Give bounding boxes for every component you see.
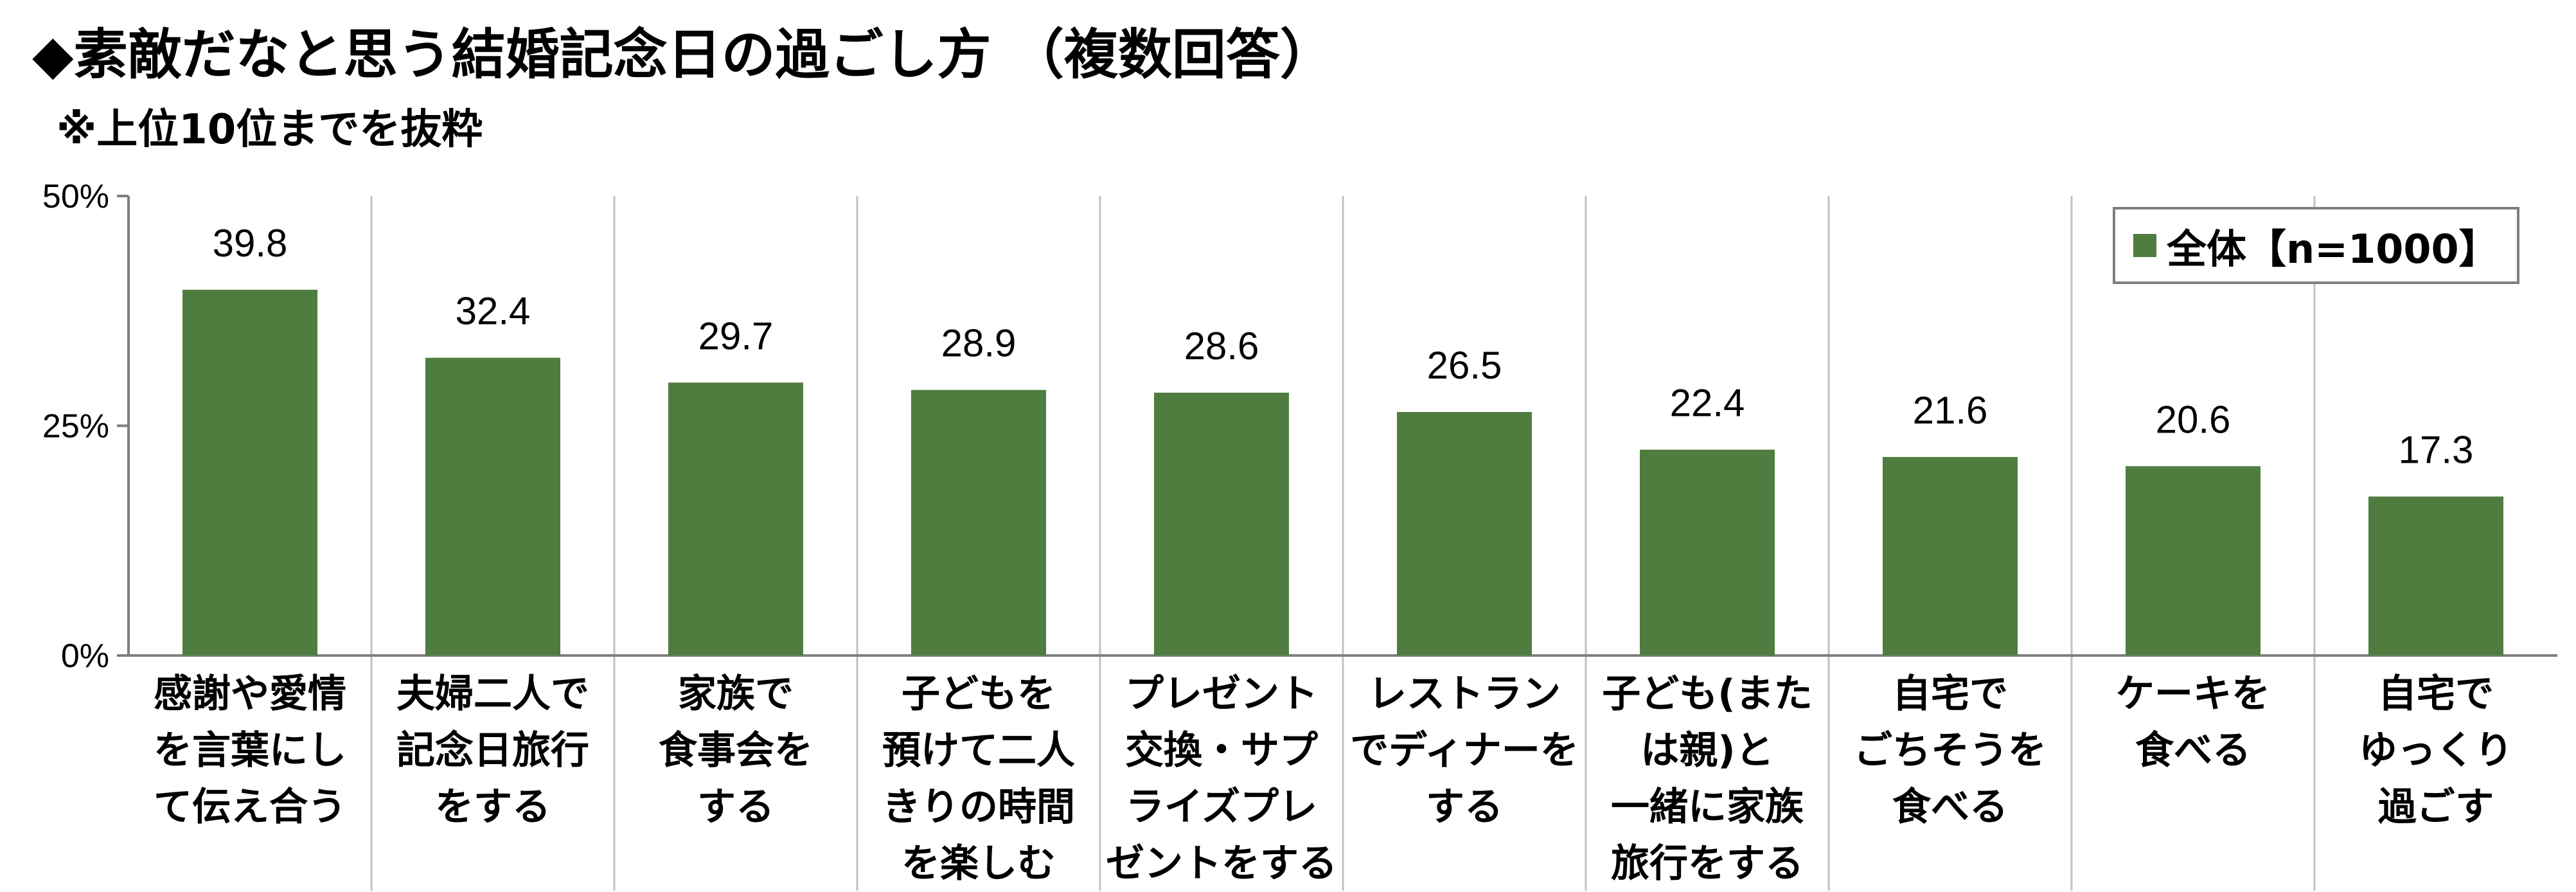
bar: [668, 382, 803, 656]
y-tick-label: 50%: [42, 178, 109, 215]
data-label: 26.5: [1427, 344, 1502, 387]
bar: [1397, 412, 1532, 656]
data-label: 28.6: [1184, 325, 1259, 368]
bar: [1640, 449, 1775, 656]
bar: [2368, 496, 2503, 656]
data-label: 28.9: [941, 322, 1017, 365]
data-label: 32.4: [456, 290, 531, 333]
category-label: 自宅で ごちそうを 食べる: [1854, 672, 2047, 830]
data-label: 17.3: [2399, 429, 2474, 472]
data-label: 20.6: [2156, 398, 2231, 441]
category-label: レストラン でディナーを する: [1350, 672, 1579, 830]
y-tick-label: 0%: [61, 638, 109, 675]
legend-label: 全体【n=1000】: [2167, 226, 2499, 272]
category-label: 自宅で ゆっくり 過ごす: [2359, 672, 2513, 830]
data-label: 22.4: [1670, 382, 1745, 425]
bar: [425, 357, 560, 656]
category-label: 家族で 食事会を する: [659, 672, 813, 830]
legend-swatch: [2133, 234, 2156, 257]
chart-title: ◆素敵だなと思う結婚記念日の過ごし方 （複数回答）: [32, 23, 1334, 86]
bar: [1883, 457, 2018, 656]
data-label: 21.6: [1913, 389, 1988, 432]
category-label: ケーキを 食べる: [2116, 672, 2270, 773]
category-label: 感謝や愛情 を言葉にし て伝え合う: [154, 672, 346, 830]
bar: [911, 389, 1046, 656]
category-label: 子ども(また は親)と 一緒に家族 旅行をする: [1602, 672, 1813, 886]
bar: [182, 289, 317, 656]
legend: 全体【n=1000】: [2113, 207, 2519, 284]
category-label: プレゼント 交換・サプ ライズプレ ゼントをする: [1106, 672, 1337, 886]
category-label: 子どもを 預けて二人 きりの時間 を楽しむ: [882, 672, 1075, 886]
category-label: 夫婦二人で 記念日旅行 をする: [396, 672, 589, 830]
y-tick-label: 25%: [42, 408, 109, 445]
chart-subtitle: ※上位10位までを抜粋: [57, 106, 483, 154]
data-label: 39.8: [213, 222, 288, 265]
data-label: 29.7: [698, 314, 774, 357]
bar: [1154, 393, 1289, 656]
bar: [2126, 466, 2261, 656]
